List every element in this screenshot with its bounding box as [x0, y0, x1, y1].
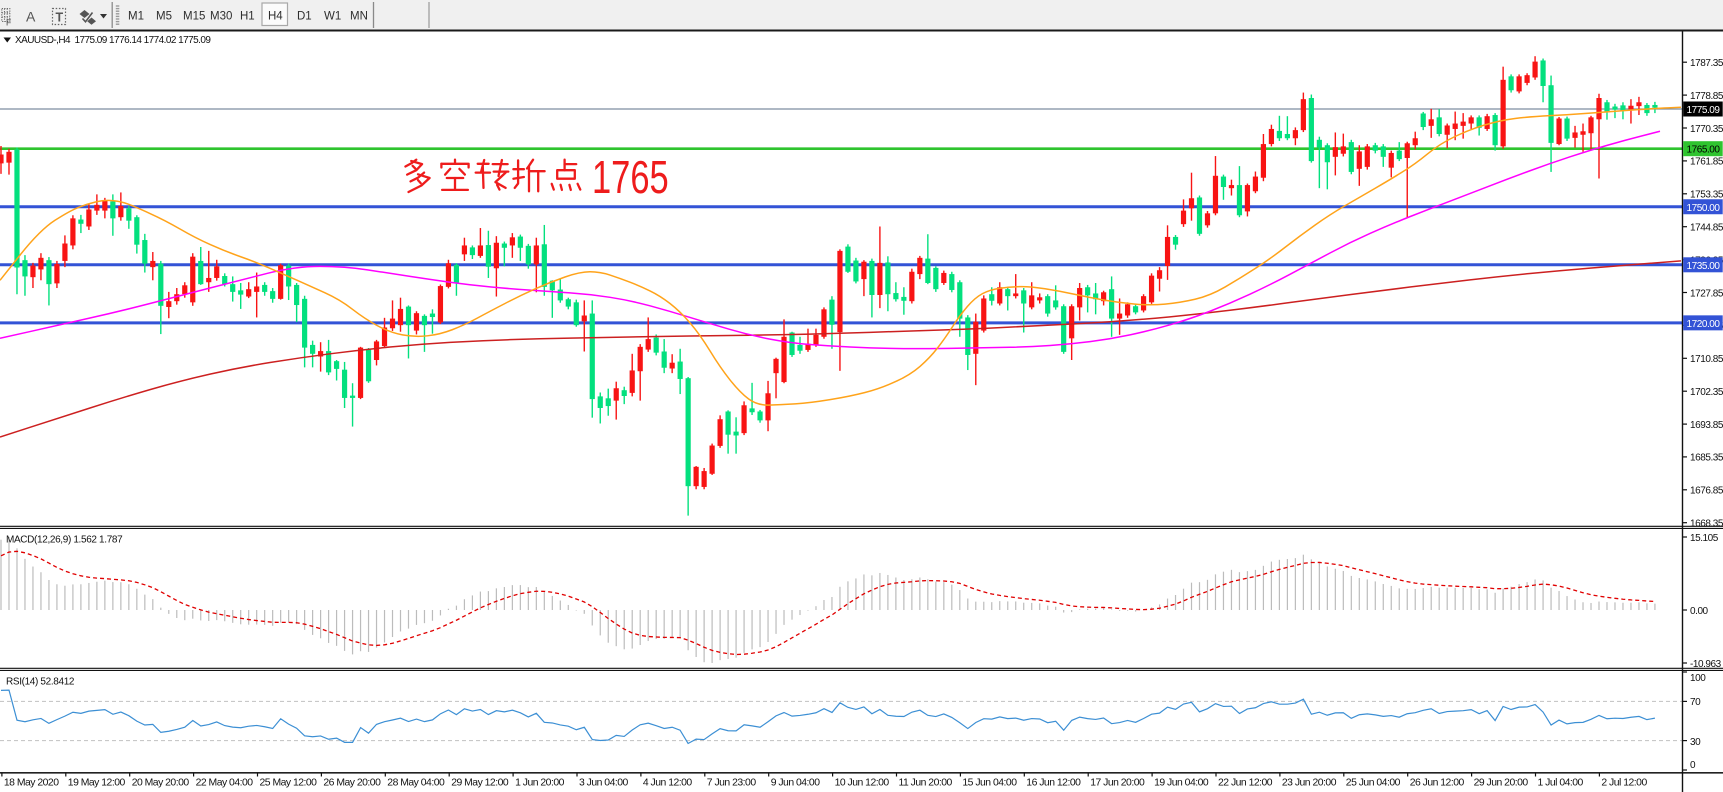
svg-text:1753.35: 1753.35 — [1690, 190, 1723, 201]
svg-text:1693.85: 1693.85 — [1690, 420, 1723, 431]
svg-text:100: 100 — [1690, 673, 1706, 684]
svg-text:1750.00: 1750.00 — [1687, 203, 1721, 214]
svg-text:1778.85: 1778.85 — [1690, 91, 1723, 102]
svg-text:1765.00: 1765.00 — [1687, 145, 1721, 156]
svg-text:1676.85: 1676.85 — [1690, 486, 1723, 497]
svg-text:1765: 1765 — [592, 151, 669, 203]
svg-text:1735.00: 1735.00 — [1687, 261, 1721, 272]
svg-text:3 Jun 04:00: 3 Jun 04:00 — [579, 778, 629, 789]
svg-text:2 Jul 12:00: 2 Jul 12:00 — [1601, 778, 1647, 789]
svg-text:A: A — [26, 9, 36, 25]
svg-text:T: T — [56, 11, 64, 25]
svg-text:18 May 2020: 18 May 2020 — [4, 778, 59, 789]
svg-text:26 May 20:00: 26 May 20:00 — [323, 778, 381, 789]
svg-text:1702.35: 1702.35 — [1690, 387, 1723, 398]
svg-text:1720.00: 1720.00 — [1687, 319, 1721, 330]
svg-text:H4: H4 — [268, 11, 283, 23]
svg-text:9 Jun 04:00: 9 Jun 04:00 — [771, 778, 821, 789]
svg-text:11 Jun 20:00: 11 Jun 20:00 — [899, 778, 953, 789]
svg-text:10 Jun 12:00: 10 Jun 12:00 — [835, 778, 890, 789]
svg-text:29 May 12:00: 29 May 12:00 — [451, 778, 509, 789]
svg-text:25 May 12:00: 25 May 12:00 — [260, 778, 318, 789]
svg-text:70: 70 — [1690, 697, 1701, 708]
svg-text:1787.35: 1787.35 — [1690, 58, 1723, 69]
svg-text:22 Jun 12:00: 22 Jun 12:00 — [1218, 778, 1273, 789]
svg-text:23 Jun 20:00: 23 Jun 20:00 — [1282, 778, 1337, 789]
svg-text:D1: D1 — [297, 11, 312, 23]
svg-text:MN: MN — [350, 11, 368, 23]
svg-text:0.00: 0.00 — [1690, 606, 1709, 617]
svg-text:M15: M15 — [183, 11, 205, 23]
svg-text:1761.85: 1761.85 — [1690, 157, 1723, 168]
svg-text:19 Jun 04:00: 19 Jun 04:00 — [1154, 778, 1209, 789]
svg-text:M5: M5 — [156, 11, 172, 23]
svg-text:25 Jun 04:00: 25 Jun 04:00 — [1346, 778, 1401, 789]
svg-text:26 Jun 12:00: 26 Jun 12:00 — [1410, 778, 1465, 789]
svg-text:15.105: 15.105 — [1690, 533, 1719, 544]
svg-text:1727.85: 1727.85 — [1690, 288, 1723, 299]
svg-text:0: 0 — [1690, 760, 1696, 771]
svg-text:H1: H1 — [240, 11, 255, 23]
svg-text:1744.85: 1744.85 — [1690, 223, 1723, 234]
svg-text:15 Jun 04:00: 15 Jun 04:00 — [962, 778, 1017, 789]
svg-text:7 Jun 23:00: 7 Jun 23:00 — [707, 778, 757, 789]
svg-text:19 May 12:00: 19 May 12:00 — [68, 778, 126, 789]
svg-text:1685.35: 1685.35 — [1690, 453, 1723, 464]
svg-text:MACD(12,26,9) 1.562 1.787: MACD(12,26,9) 1.562 1.787 — [6, 535, 123, 546]
svg-text:XAUUSD-,H4 1775.09 1776.14 17: XAUUSD-,H4 1775.09 1776.14 1774.02 1775.… — [15, 35, 211, 46]
svg-text:20 May 20:00: 20 May 20:00 — [132, 778, 190, 789]
svg-text:RSI(14) 52.8412: RSI(14) 52.8412 — [6, 677, 75, 688]
svg-text:-10.963: -10.963 — [1690, 659, 1722, 670]
svg-text:1 Jul 04:00: 1 Jul 04:00 — [1538, 778, 1584, 789]
svg-text:28 May 04:00: 28 May 04:00 — [387, 778, 445, 789]
svg-text:17 Jun 20:00: 17 Jun 20:00 — [1090, 778, 1145, 789]
svg-text:M30: M30 — [210, 11, 232, 23]
svg-text:16 Jun 12:00: 16 Jun 12:00 — [1026, 778, 1081, 789]
svg-text:W1: W1 — [324, 11, 341, 23]
svg-text:4 Jun 12:00: 4 Jun 12:00 — [643, 778, 693, 789]
svg-text:22 May 04:00: 22 May 04:00 — [196, 778, 254, 789]
svg-text:1775.09: 1775.09 — [1687, 105, 1721, 116]
svg-text:1668.35: 1668.35 — [1690, 519, 1723, 530]
svg-text:1770.35: 1770.35 — [1690, 124, 1723, 135]
svg-text:29 Jun 20:00: 29 Jun 20:00 — [1474, 778, 1529, 789]
svg-text:M1: M1 — [128, 11, 144, 23]
svg-text:30: 30 — [1690, 737, 1701, 748]
svg-text:F: F — [6, 18, 11, 28]
svg-text:1 Jun 20:00: 1 Jun 20:00 — [515, 778, 565, 789]
svg-text:1710.85: 1710.85 — [1690, 354, 1723, 365]
